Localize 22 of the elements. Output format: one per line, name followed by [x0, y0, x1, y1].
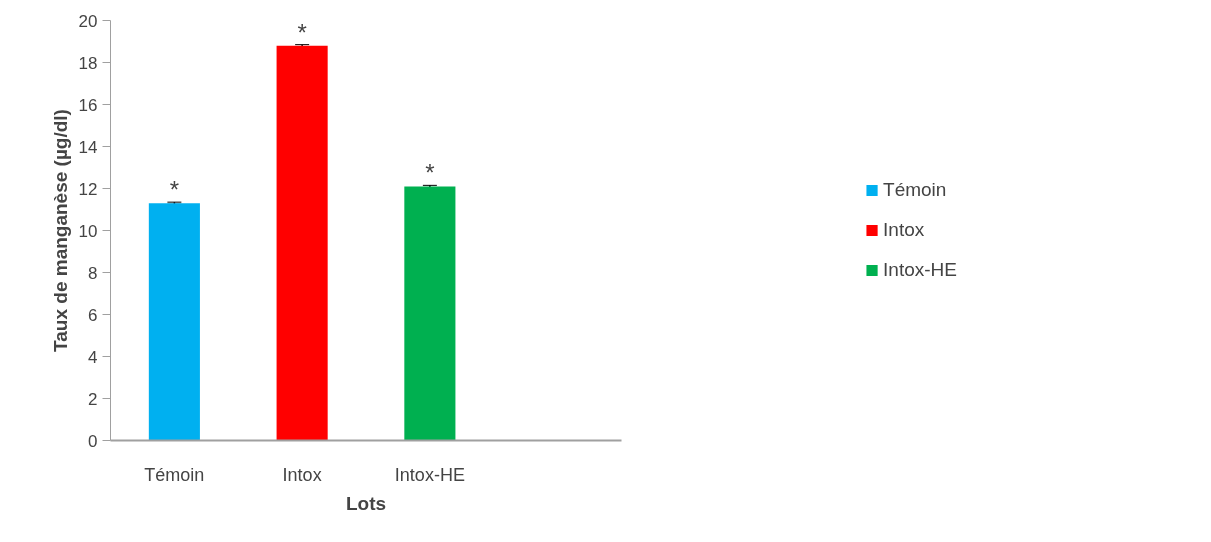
y-tick-label: 14: [78, 137, 98, 157]
annotation: *: [169, 176, 180, 204]
x-axis-title: Lots: [345, 492, 387, 514]
y-tick-label: 6: [88, 305, 98, 325]
y-tick-label: 20: [78, 11, 98, 31]
x-tick-label: Témoin: [144, 464, 205, 485]
annotation: *: [297, 18, 307, 46]
legend-label: Intox: [883, 219, 925, 241]
y-tick-label: 4: [88, 347, 98, 367]
y-tick-label: 10: [78, 221, 98, 241]
annotation: *: [425, 159, 435, 187]
legend-label: Intox-HE: [883, 259, 957, 281]
x-tick-label: Intox-HE: [394, 464, 465, 485]
y-axis-title: Taux de manganèse (µg/dl): [49, 109, 71, 352]
x-tick-label: Intox: [282, 464, 322, 485]
y-tick-label: 18: [78, 53, 98, 73]
y-tick-label: 8: [88, 263, 98, 283]
y-tick-label: 0: [88, 431, 98, 451]
legend-label: Témoin: [883, 179, 947, 201]
y-tick-label: 2: [88, 389, 98, 409]
y-tick-label: 16: [78, 95, 98, 115]
y-tick-label: 12: [78, 179, 98, 199]
